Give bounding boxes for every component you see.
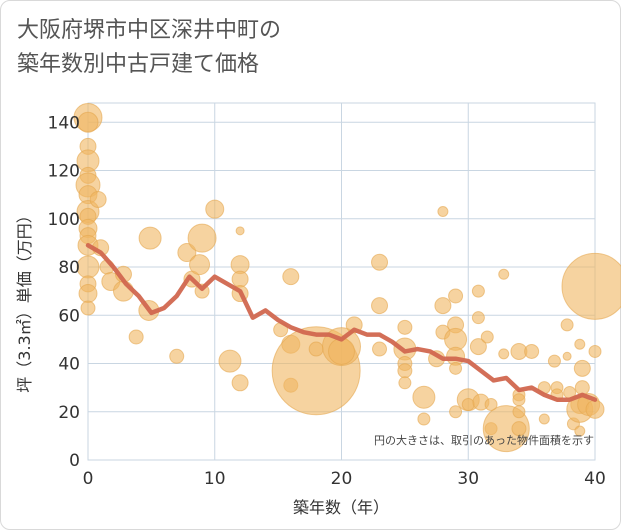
scatter-point <box>512 393 526 407</box>
scatter-point <box>562 351 572 361</box>
scatter-point <box>511 421 527 437</box>
scatter-point <box>480 330 494 344</box>
title-line-1: 大阪府堺市中区深井中町の <box>17 18 282 43</box>
scatter-point <box>412 385 436 409</box>
scatter-point <box>169 348 185 364</box>
scatter-point <box>80 300 96 316</box>
scatter-point <box>449 405 463 419</box>
scatter-point <box>76 255 100 279</box>
y-tick-label: 140 <box>48 113 80 133</box>
scatter-point <box>282 268 300 286</box>
y-tick-label: 100 <box>48 210 80 230</box>
y-tick-label: 0 <box>69 451 80 471</box>
scatter-point <box>585 399 605 419</box>
scatter-point <box>449 361 463 375</box>
scatter-point <box>471 284 485 298</box>
scatter-point <box>328 337 355 365</box>
scatter-point <box>471 311 485 325</box>
y-tick-label: 60 <box>58 306 80 326</box>
scatter-point <box>398 376 412 390</box>
x-axis-label: 築年数（年） <box>293 498 389 517</box>
scatter-point <box>561 252 621 320</box>
scatter-point <box>128 329 144 345</box>
y-tick-label: 40 <box>58 355 80 375</box>
scatter-point <box>189 254 211 276</box>
scatter-point <box>498 268 510 280</box>
chart-title: 大阪府堺市中区深井中町の 築年数別中古戸建て価格 <box>17 14 281 82</box>
scatter-point <box>574 380 590 396</box>
scatter-point <box>512 405 526 419</box>
x-tick-label: 40 <box>584 469 606 489</box>
scatter-point <box>372 341 388 357</box>
scatter-point <box>138 226 162 250</box>
scatter-point <box>469 338 487 356</box>
scatter-point <box>538 413 550 425</box>
scatter-point <box>397 363 413 379</box>
size-note: 円の大きさは、取引のあった物件面積を示す <box>374 433 594 447</box>
scatter-point <box>484 398 498 412</box>
scatter-point <box>461 398 475 412</box>
scatter-point <box>417 412 431 426</box>
scatter-point <box>308 341 324 357</box>
scatter-point <box>89 190 107 208</box>
scatter-point <box>573 359 591 377</box>
scatter-point <box>235 226 245 236</box>
y-axis-label: 坪（3.3㎡）単価（万円） <box>15 207 34 392</box>
tick-labels: 0 20 40 60 80 100 120 140 0 10 20 30 40 <box>48 113 606 489</box>
scatter-point <box>78 284 98 304</box>
y-tick-label: 120 <box>48 162 80 182</box>
scatter-point <box>547 354 561 368</box>
title-line-2: 築年数別中古戸建て価格 <box>17 52 260 77</box>
bubble-layer <box>73 102 621 453</box>
trend-line <box>85 243 598 402</box>
scatter-point <box>231 270 249 288</box>
scatter-point <box>498 348 510 360</box>
scatter-point <box>588 344 602 358</box>
x-tick-label: 0 <box>83 469 94 489</box>
scatter-point <box>437 206 449 218</box>
scatter-point <box>524 343 540 359</box>
y-tick-label: 20 <box>58 403 80 423</box>
scatter-point <box>434 297 452 315</box>
scatter-point <box>177 243 197 263</box>
scatter-point <box>218 349 242 373</box>
scatter-point <box>371 297 389 315</box>
scatter-point <box>77 111 99 133</box>
scatter-point <box>187 223 217 253</box>
scatter-point <box>574 425 586 437</box>
x-tick-label: 10 <box>204 469 226 489</box>
scatter-point <box>205 199 225 219</box>
grid <box>87 102 596 461</box>
y-tick-label: 80 <box>58 258 80 278</box>
scatter-point <box>574 338 586 350</box>
scatter-point <box>560 318 574 332</box>
x-tick-label: 20 <box>331 469 353 489</box>
scatter-point <box>448 288 464 304</box>
x-tick-label: 30 <box>457 469 479 489</box>
scatter-point <box>371 253 389 271</box>
scatter-point <box>397 319 413 335</box>
scatter-point <box>231 374 249 392</box>
